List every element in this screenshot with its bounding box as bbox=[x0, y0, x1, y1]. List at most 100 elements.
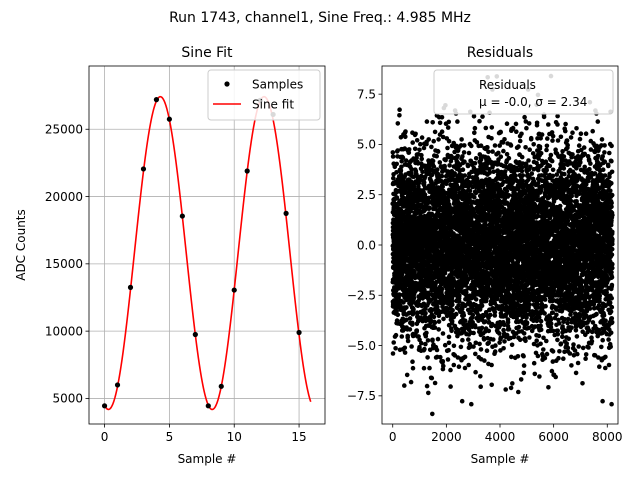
residual-point bbox=[515, 354, 521, 359]
residual-point bbox=[492, 143, 498, 148]
residual-point bbox=[492, 349, 498, 354]
residual-point bbox=[449, 156, 455, 161]
residual-point bbox=[405, 338, 411, 344]
residual-point bbox=[448, 367, 453, 373]
residual-point bbox=[430, 337, 435, 343]
residual-point bbox=[516, 389, 521, 395]
residual-point bbox=[426, 390, 431, 396]
residual-point bbox=[435, 265, 440, 271]
residual-point bbox=[414, 138, 420, 143]
residual-point bbox=[493, 343, 498, 348]
residual-point bbox=[484, 348, 490, 354]
residual-point bbox=[479, 303, 485, 309]
residual-point bbox=[467, 188, 473, 194]
sample-point bbox=[114, 382, 121, 388]
residual-point bbox=[442, 342, 448, 348]
residual-point bbox=[420, 169, 425, 175]
residual-point bbox=[473, 351, 478, 357]
sine-fit-grid bbox=[89, 66, 325, 424]
residual-point bbox=[456, 364, 462, 370]
residual-point bbox=[487, 170, 492, 176]
residual-point bbox=[458, 344, 464, 350]
residual-point bbox=[506, 193, 512, 198]
residual-point bbox=[393, 332, 399, 338]
residual-point bbox=[410, 140, 416, 145]
residual-point bbox=[398, 172, 404, 178]
residual-point bbox=[394, 161, 400, 167]
residual-point bbox=[450, 302, 455, 308]
residual-point bbox=[391, 340, 397, 345]
residual-point bbox=[455, 119, 460, 124]
residual-point bbox=[413, 131, 418, 137]
residual-point bbox=[404, 317, 409, 323]
residual-point bbox=[428, 318, 434, 323]
residual-point bbox=[438, 354, 443, 360]
residual-point bbox=[457, 293, 462, 299]
residual-point bbox=[519, 165, 525, 170]
residual-point bbox=[430, 158, 436, 164]
residual-point bbox=[491, 337, 496, 342]
sample-point bbox=[127, 284, 134, 290]
residual-point bbox=[483, 125, 489, 131]
residual-point bbox=[504, 188, 510, 194]
residual-point bbox=[399, 159, 405, 164]
residual-point bbox=[431, 138, 437, 144]
residual-point bbox=[516, 324, 522, 330]
residual-point bbox=[391, 175, 396, 181]
residual-point bbox=[504, 121, 510, 126]
residual-point bbox=[394, 308, 399, 314]
residual-point bbox=[437, 160, 443, 165]
residual-point bbox=[424, 119, 430, 124]
residual-point bbox=[519, 154, 525, 160]
residual-point bbox=[441, 316, 446, 322]
residual-point bbox=[502, 137, 507, 142]
residual-point bbox=[429, 144, 434, 150]
residual-point bbox=[427, 205, 432, 211]
residual-point bbox=[435, 336, 441, 342]
residual-point bbox=[403, 158, 409, 163]
residual-point bbox=[453, 189, 458, 195]
residual-point bbox=[506, 155, 512, 161]
sine-fit-xtick-label: 5 bbox=[166, 430, 174, 444]
residual-point bbox=[447, 163, 452, 168]
sample-point bbox=[283, 210, 289, 216]
residual-point bbox=[419, 156, 425, 162]
residual-point bbox=[449, 298, 455, 304]
residual-point bbox=[426, 137, 432, 142]
residual-point bbox=[402, 350, 408, 355]
residual-point bbox=[472, 161, 478, 166]
sine-fit-ytick-label: 25000 bbox=[45, 123, 83, 137]
residual-point bbox=[427, 365, 432, 371]
sample-point bbox=[140, 166, 147, 172]
residual-point bbox=[466, 337, 471, 342]
residual-point bbox=[509, 354, 514, 360]
residual-point bbox=[421, 180, 427, 185]
residual-point bbox=[450, 308, 455, 313]
sine-fit-ytick-label: 10000 bbox=[45, 324, 83, 338]
residual-point bbox=[417, 344, 422, 350]
residual-point bbox=[446, 347, 451, 353]
residual-point bbox=[445, 125, 451, 130]
residual-point bbox=[501, 148, 506, 154]
residual-point bbox=[449, 319, 455, 324]
residual-point bbox=[513, 121, 519, 127]
residual-point bbox=[461, 313, 467, 318]
sine-fit-frame bbox=[88, 65, 326, 425]
residual-point bbox=[395, 121, 401, 126]
sine-fit-ylabel: ADC Counts bbox=[14, 209, 28, 281]
residual-point bbox=[440, 331, 446, 336]
residual-point bbox=[415, 161, 421, 166]
residual-point bbox=[505, 320, 511, 325]
residual-point bbox=[430, 411, 435, 417]
residuals-series bbox=[390, 73, 615, 417]
residual-point bbox=[464, 290, 469, 296]
residual-point bbox=[409, 170, 414, 176]
residual-point bbox=[410, 359, 415, 365]
residual-point bbox=[446, 119, 452, 125]
residual-point bbox=[423, 315, 428, 320]
residual-point bbox=[518, 377, 524, 382]
residual-point bbox=[442, 163, 447, 169]
residual-point bbox=[472, 130, 477, 136]
residual-point bbox=[431, 314, 437, 320]
